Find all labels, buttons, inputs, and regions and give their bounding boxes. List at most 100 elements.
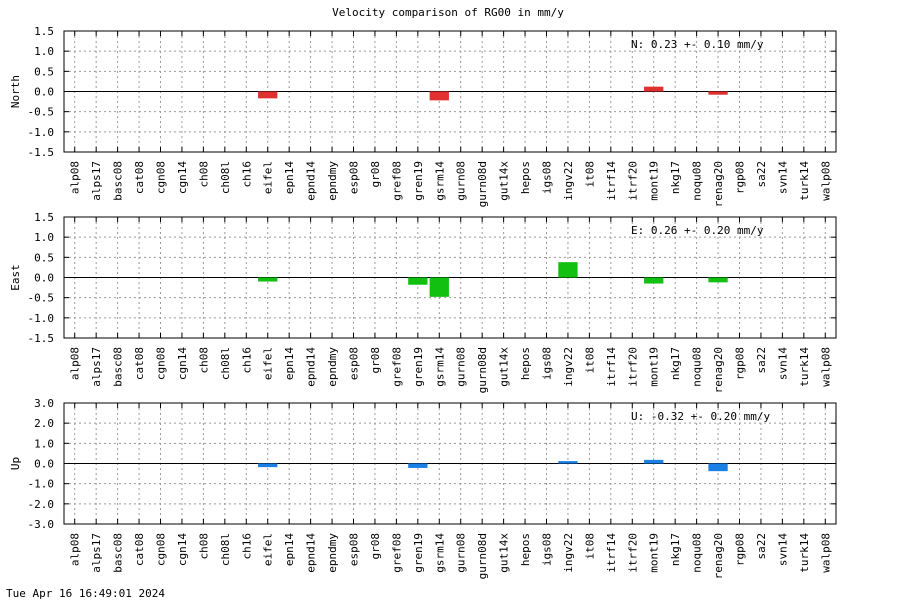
y-tick-label: -1.5 [28,332,55,345]
x-tick-label: epn14 [283,161,296,194]
bar-ingv22 [558,262,578,278]
x-tick-label: cat08 [133,533,146,566]
x-tick-label: cgn14 [176,347,189,380]
x-tick-label: gsrm14 [433,533,446,573]
x-tick-label: eifel [262,161,275,194]
x-tick-label: epnd14 [305,533,318,573]
x-tick-label: gr08 [369,347,382,374]
x-tick-label: walp08 [819,533,832,573]
y-tick-label: 0.5 [34,65,54,78]
x-tick-label: sa22 [755,347,768,374]
x-tick-label: gr08 [369,161,382,188]
y-tick-label: -0.5 [28,106,55,119]
y-tick-label: 1.5 [34,25,54,38]
x-tick-label: cgn14 [176,533,189,566]
summary-annotation: U: -0.32 +- 0.20 mm/y [631,410,770,423]
x-tick-label: ch16 [240,161,253,188]
x-tick-label: itrf14 [605,347,618,387]
x-tick-label: ch08l [219,161,232,194]
x-tick-label: cgn14 [176,161,189,194]
plot-frame [63,30,837,153]
x-tick-label: nkg17 [669,347,682,380]
panel-east: 1.5 1.0 0.5 0.0 -0.5 -1.0 -1.5 alp08 alps17 basc0… [9,211,837,393]
y-tick-label: 0.0 [34,272,54,285]
y-tick-label: -1.0 [28,312,55,325]
x-tick-label: gref08 [390,347,403,387]
panel-up: 3.0 2.0 1.0 0.0 -1.0 -2.0 -3.0 alp08 alps17 basc0… [9,397,837,579]
x-tick-label: esp08 [348,533,361,566]
x-tick-label: gr08 [369,533,382,560]
x-tick-label: rgp08 [734,347,747,380]
x-tick-label: gren19 [412,161,425,201]
x-tick-label: ingv22 [562,533,575,573]
x-tick-label: alp08 [69,347,82,380]
x-tick-label: alp08 [69,533,82,566]
y-tick-label: 0.0 [34,86,54,99]
x-tick-label: cgn08 [155,533,168,566]
bar-renag20 [708,91,728,95]
x-tick-label: gsrm14 [433,347,446,387]
x-tick-label: eifel [262,533,275,566]
x-tick-label: gurn08 [455,347,468,387]
summary-annotation: N: 0.23 +- 0.10 mm/y [631,38,764,51]
x-tick-label: ingv22 [562,347,575,387]
plot-frame [63,216,837,339]
y-axis-label: Up [9,457,22,470]
y-tick-label: 3.0 [34,397,54,410]
x-tick-label: gut14x [498,161,511,201]
x-tick-label: cat08 [133,347,146,380]
x-tick-label: basc08 [112,347,125,387]
x-tick-label: igs08 [541,161,554,194]
x-tick-label: itrf14 [605,533,618,573]
x-tick-label: mont19 [648,347,661,387]
y-tick-label: -1.0 [28,478,55,491]
y-tick-label: 2.0 [34,417,54,430]
x-tick-label: rgp08 [734,161,747,194]
x-tick-label: esp08 [348,347,361,380]
x-tick-label: ch16 [240,347,253,374]
bar-ingv22 [558,461,578,464]
bar-gren19 [408,277,428,285]
bar-mont19 [644,86,664,92]
panel-north: 1.5 1.0 0.5 0.0 -0.5 -1.0 -1.5 alp08 alps17 basc0… [9,25,837,207]
x-tick-label: renag20 [712,533,725,579]
x-tick-label: hepos [519,533,532,566]
x-tick-label: hepos [519,161,532,194]
y-tick-label: 1.5 [34,211,54,224]
y-tick-label: 1.0 [34,231,54,244]
panels: 1.5 1.0 0.5 0.0 -0.5 -1.0 -1.5 alp08 alps17 basc0… [9,25,837,579]
x-tick-label: noqu08 [691,347,704,387]
x-tick-label: esp08 [348,161,361,194]
y-axis-label: East [9,264,22,291]
x-tick-label: basc08 [112,533,125,573]
x-tick-label: ch16 [240,533,253,560]
x-tick-label: gref08 [390,161,403,201]
x-tick-label: mont19 [648,533,661,573]
y-tick-label: 1.0 [34,45,54,58]
x-tick-label: nkg17 [669,533,682,566]
y-tick-label: -2.0 [28,498,55,511]
x-tick-label: epndmy [326,347,339,387]
x-tick-label: alps17 [90,347,103,387]
x-tick-label: eifel [262,347,275,380]
bar-gsrm14 [429,277,449,297]
footer-timestamp: Tue Apr 16 16:49:01 2024 [6,587,165,600]
x-tick-label: it08 [583,347,596,374]
x-tick-label: renag20 [712,161,725,207]
x-tick-label: cgn08 [155,161,168,194]
x-tick-label: it08 [583,533,596,560]
x-tick-label: ch08 [197,347,210,374]
x-tick-label: cgn08 [155,347,168,380]
x-tick-label: itrf20 [626,161,639,201]
x-tick-label: walp08 [819,161,832,201]
x-tick-label: igs08 [541,347,554,380]
x-tick-label: itrf14 [605,161,618,201]
x-tick-label: gurn08d [476,347,489,393]
x-tick-label: gurn08d [476,161,489,207]
y-tick-label: 0.0 [34,458,54,471]
x-tick-label: turk14 [798,161,811,201]
y-axis-label: North [9,75,22,108]
x-tick-label: nkg17 [669,161,682,194]
x-tick-label: itrf20 [626,533,639,573]
